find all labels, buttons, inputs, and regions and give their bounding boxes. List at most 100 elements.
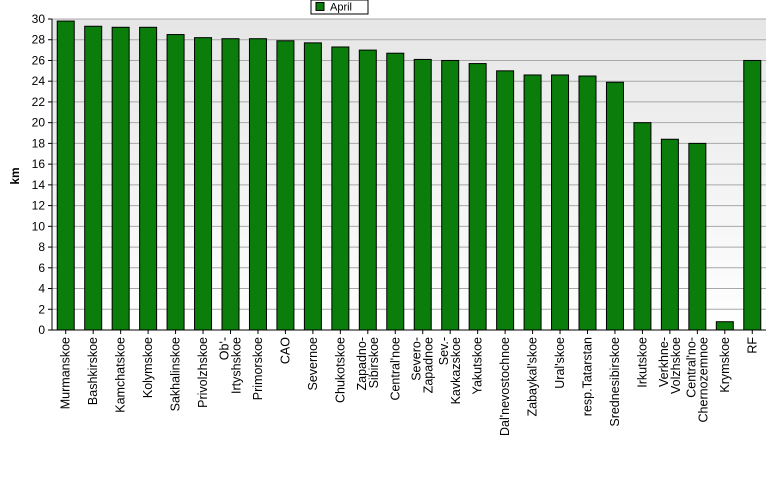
x-tick-label-line: Kavkazskoe [449, 337, 463, 404]
y-tick-label: 22 [32, 95, 46, 109]
x-tick-label-line: Kolymskoe [141, 337, 155, 398]
x-tick-label-line: Privolzhskoe [196, 337, 210, 408]
x-tick-label-line: Chukotskoe [333, 337, 347, 403]
x-tick-label-15: Yakutskoe [471, 337, 485, 394]
x-tick-label-16: Dal'nevostochnoe [498, 337, 512, 436]
x-tick-label-13: Severo-Zapadnoe [410, 337, 436, 393]
bar-13 [413, 58, 432, 331]
bar-25 [743, 59, 762, 331]
bar-12 [386, 52, 405, 331]
x-tick-label-line: Ob'- [218, 337, 232, 360]
x-tick-label-line: Severnoe [306, 337, 320, 391]
bar-9 [303, 42, 322, 331]
x-tick-label-line: CAO [278, 337, 292, 364]
bar-16 [496, 70, 515, 331]
x-tick-label-3: Kolymskoe [141, 337, 155, 398]
x-tick-label-line: Zabaykal'skoe [526, 337, 540, 417]
bar-1 [84, 25, 103, 331]
bar-14 [441, 59, 460, 331]
x-tick-label-6: Ob'-Irtyshskoe [218, 337, 244, 394]
legend-label-april: April [330, 2, 352, 14]
x-tick-label-23: Central'no-Chernozemnoe [684, 337, 710, 423]
x-tick-label-line: Bashkirskoe [86, 337, 100, 405]
bar-8 [276, 40, 295, 331]
x-tick-label-line: Dal'nevostochnoe [498, 337, 512, 436]
x-tick-label-line: Kamchatskoe [114, 337, 128, 413]
bar-3 [139, 26, 158, 331]
x-tick-label-line: Sibirskoe [367, 337, 381, 388]
x-tick-label-8: CAO [278, 337, 292, 364]
x-tick-label-5: Privolzhskoe [196, 337, 210, 408]
bar-15 [468, 63, 487, 331]
y-tick-label: 12 [32, 199, 46, 213]
bar-20 [605, 81, 624, 331]
legend-box [310, 0, 369, 15]
x-tick-label-line: Severo- [410, 337, 424, 381]
x-tick-label-24: Krymskoe [718, 337, 732, 393]
y-tick-label: 14 [32, 178, 46, 192]
x-tick-label-0: Murmanskoe [59, 337, 73, 409]
x-tick-label-19: resp.Tatarstan [581, 337, 595, 416]
x-tick-label-18: Ural'skoe [553, 337, 567, 389]
x-tick-label-11: Zapadno-Sibirskoe [355, 337, 381, 391]
bar-4 [166, 34, 185, 331]
legend-swatch [315, 2, 325, 11]
bar-11 [358, 49, 377, 331]
x-tick-label-4: Sakhalinskoe [169, 337, 183, 411]
y-tick-label: 16 [32, 157, 46, 171]
x-tick-label-line: Zapadnoe [422, 337, 436, 393]
bar-24 [715, 321, 734, 331]
x-tick-label-9: Severnoe [306, 337, 320, 391]
plot-area [52, 19, 766, 330]
x-tick-label-line: Ural'skoe [553, 337, 567, 389]
x-tick-label-line: Sev.- [437, 337, 451, 365]
x-tick-label-line: Zapadno- [355, 337, 369, 391]
x-tick-label-14: Sev.-Kavkazskoe [437, 337, 463, 404]
x-tick-label-12: Central'noe [388, 337, 402, 401]
legend: April [310, 0, 369, 15]
x-tick-label-25: RF [745, 337, 759, 354]
x-tick-label-line: Yakutskoe [471, 337, 485, 394]
y-tick-label: 20 [32, 116, 46, 130]
x-tick-label-line: resp.Tatarstan [581, 337, 595, 416]
x-tick-label-20: Srednesibirskoe [608, 337, 622, 427]
y-tick-label: 0 [38, 323, 45, 337]
y-tick-label: 28 [32, 33, 46, 47]
x-tick-label-7: Primorskoe [251, 337, 265, 400]
bar-19 [578, 75, 597, 331]
y-tick-label: 26 [32, 53, 46, 67]
bar-10 [331, 46, 350, 331]
x-tick-label-21: Irkutskoe [635, 337, 649, 388]
y-tick-label: 2 [38, 302, 45, 316]
x-tick-label-line: Sakhalinskoe [169, 337, 183, 411]
bar-2 [111, 26, 130, 331]
x-tick-label-1: Bashkirskoe [86, 337, 100, 405]
bar-5 [194, 37, 213, 331]
bar-23 [688, 142, 707, 331]
bar-17 [523, 74, 542, 331]
x-tick-label-line: Murmanskoe [59, 337, 73, 409]
bar-6 [221, 38, 240, 331]
y-tick-label: 30 [32, 12, 46, 26]
x-tick-label-17: Zabaykal'skoe [526, 337, 540, 417]
bar-0 [56, 20, 75, 331]
x-tick-label-2: Kamchatskoe [114, 337, 128, 413]
x-tick-label-22: Verkhne-Volzhskoe [657, 337, 683, 394]
x-tick-label-line: Verkhne- [657, 337, 671, 387]
bar-7 [248, 38, 267, 331]
x-tick-label-line: Irtyshskoe [230, 337, 244, 394]
x-tick-label-line: Irkutskoe [635, 337, 649, 388]
y-axis-label: km [8, 167, 22, 184]
x-tick-label-line: Central'noe [388, 337, 402, 401]
x-tick-label-line: Volzhskoe [669, 337, 683, 394]
y-tick-label: 10 [32, 219, 46, 233]
y-tick-label: 6 [38, 261, 45, 275]
x-tick-label-line: RF [745, 337, 759, 354]
x-tick-label-line: Primorskoe [251, 337, 265, 400]
y-tick-label: 4 [38, 282, 45, 296]
bar-18 [551, 74, 570, 331]
y-tick-label: 24 [32, 74, 46, 88]
bar-21 [633, 122, 652, 331]
